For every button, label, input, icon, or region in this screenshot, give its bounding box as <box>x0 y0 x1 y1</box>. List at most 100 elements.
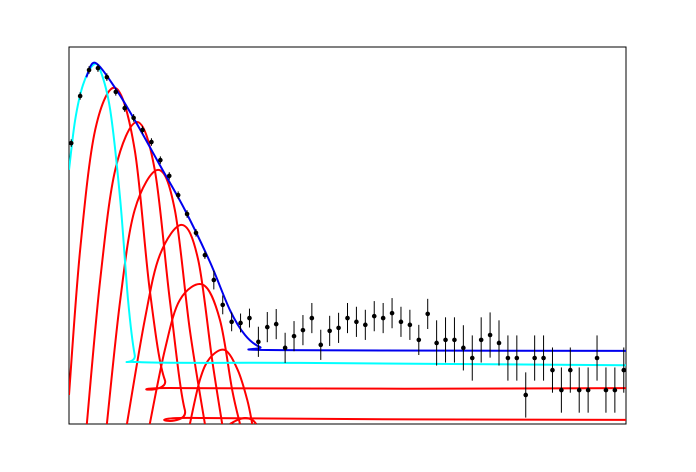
data-point <box>104 73 110 81</box>
point-marker <box>559 387 564 393</box>
data-point <box>229 312 234 332</box>
point-marker <box>158 157 163 163</box>
data-point <box>336 312 341 343</box>
point-marker <box>68 140 74 146</box>
point-marker <box>621 367 627 373</box>
point-marker <box>256 339 261 345</box>
data-point <box>550 347 555 393</box>
point-marker <box>104 74 110 80</box>
data-point <box>264 312 270 343</box>
fit-curve <box>69 86 626 396</box>
point-marker <box>309 315 315 321</box>
point-marker <box>193 230 199 236</box>
data-point <box>345 302 350 334</box>
data-point <box>505 335 511 381</box>
data-point <box>291 321 297 352</box>
point-marker <box>202 252 208 258</box>
data-point <box>603 367 609 413</box>
data-point <box>541 335 546 381</box>
data-point <box>327 315 332 346</box>
data-point <box>220 295 226 315</box>
data-point <box>363 309 368 340</box>
data-point <box>68 139 74 147</box>
fit-curve <box>148 283 241 424</box>
point-marker <box>594 355 600 361</box>
point-marker <box>478 337 484 343</box>
point-marker <box>131 115 136 121</box>
point-marker <box>318 342 324 348</box>
point-marker <box>612 387 618 393</box>
data-point <box>425 298 431 329</box>
data-point <box>514 335 520 381</box>
data-point <box>434 320 439 366</box>
data-point <box>371 301 377 332</box>
point-marker <box>603 387 609 393</box>
point-marker <box>175 192 181 198</box>
point-marker <box>514 355 520 361</box>
data-point <box>443 317 448 363</box>
data-point <box>166 172 172 180</box>
point-marker <box>469 355 475 361</box>
data-point <box>568 347 573 393</box>
data-point <box>158 156 163 164</box>
data-point <box>282 332 288 363</box>
data-point <box>469 335 475 381</box>
data-point <box>175 191 181 199</box>
point-marker <box>363 322 368 328</box>
point-marker <box>380 315 386 321</box>
point-marker <box>345 315 350 321</box>
point-marker <box>327 328 332 334</box>
point-marker <box>425 311 431 317</box>
point-marker <box>443 337 448 343</box>
point-marker <box>568 367 573 373</box>
point-marker <box>122 105 127 111</box>
data-point <box>140 126 145 134</box>
data-point <box>576 367 582 413</box>
point-marker <box>220 302 226 308</box>
fit-curve <box>105 168 206 424</box>
point-marker <box>576 387 582 393</box>
point-marker <box>184 211 190 217</box>
data-point <box>478 317 484 363</box>
data-point <box>532 335 537 381</box>
data-point <box>496 320 502 366</box>
data-point <box>86 66 92 74</box>
data-point <box>95 64 101 72</box>
data-point <box>131 114 136 122</box>
point-marker <box>140 127 145 133</box>
data-point <box>585 367 591 413</box>
point-marker <box>77 93 83 99</box>
point-marker <box>273 321 279 327</box>
data-point <box>247 308 252 328</box>
point-marker <box>487 332 493 338</box>
point-marker <box>434 340 439 346</box>
data-point <box>318 329 324 360</box>
fit-curve <box>69 62 626 367</box>
point-marker <box>113 89 119 95</box>
point-marker <box>550 367 555 373</box>
point-marker <box>452 337 457 343</box>
data-point <box>149 138 154 146</box>
data-point <box>452 317 457 363</box>
point-marker <box>461 345 466 351</box>
point-marker <box>238 320 243 326</box>
data-point <box>354 306 359 337</box>
point-marker <box>398 319 404 325</box>
data-point <box>238 313 243 333</box>
point-marker <box>505 355 511 361</box>
data-point <box>487 312 493 358</box>
data-point <box>389 298 395 329</box>
data-point <box>461 325 466 371</box>
point-marker <box>95 65 101 71</box>
data-point <box>612 367 618 413</box>
data-point <box>380 302 386 334</box>
data-point <box>416 324 422 356</box>
point-marker <box>523 392 529 398</box>
fit-curve <box>85 61 626 352</box>
point-marker <box>149 139 154 145</box>
point-marker <box>282 345 288 351</box>
data-point <box>300 315 306 346</box>
